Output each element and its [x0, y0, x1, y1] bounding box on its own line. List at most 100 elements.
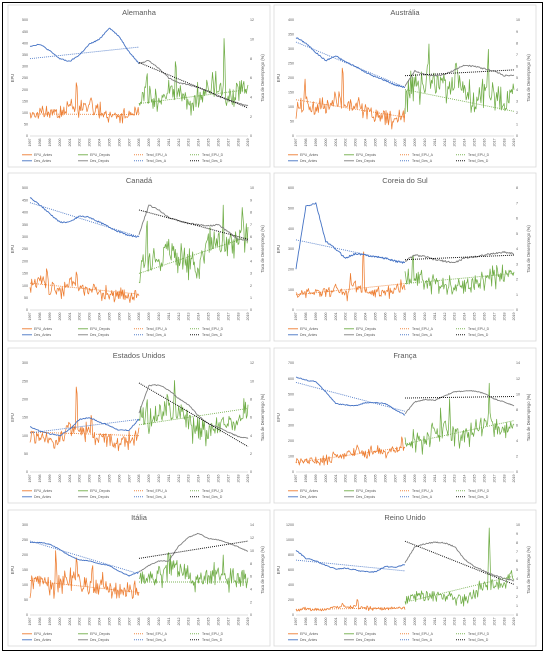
x-tick-label: 1997: [294, 475, 298, 483]
y2-tick-label: 6: [516, 65, 518, 69]
y-tick-label: 450: [22, 198, 28, 202]
trend-des-a: [295, 382, 406, 412]
y2-tick-label: 8: [516, 408, 518, 412]
x-tick-label: 2011: [433, 618, 437, 626]
legend-label: Des_Antes: [300, 495, 317, 499]
legend-label: Tend_EPU_D: [468, 327, 490, 331]
legend-label: Des_Antes: [34, 638, 51, 642]
x-tick-label: 2005: [373, 618, 377, 626]
y2-tick-label: 10: [250, 379, 254, 383]
legend-label: Des_Depois: [90, 333, 109, 337]
x-tick-label: 1998: [304, 475, 308, 483]
legend-label: Tend_Des_A: [146, 159, 167, 163]
legend-label: Tend_EPU_D: [202, 632, 224, 636]
trend-epu-a: [29, 282, 140, 295]
y-axis-label: EPU: [10, 74, 15, 83]
y-tick-label: 0: [292, 308, 294, 312]
x-tick-label: 2007: [127, 139, 131, 147]
y-tick-label: 600: [288, 186, 294, 190]
y-tick-label: 300: [22, 65, 28, 69]
y2-tick-label: 12: [250, 361, 254, 365]
x-tick-label: 2012: [443, 475, 447, 483]
x-tick-label: 2017: [226, 475, 230, 483]
y2-tick-label: 5: [516, 232, 518, 236]
trend-des-d: [404, 540, 515, 585]
legend-label: Des_Antes: [34, 333, 51, 337]
chart-title: Itália: [131, 513, 148, 522]
y2-axis-label: Taxa de Desemprego (%): [260, 393, 265, 441]
x-tick-label: 2005: [107, 139, 111, 147]
chart-title: Estados Unidos: [113, 351, 166, 360]
y-tick-label: 0: [292, 134, 294, 138]
trend-epu-a: [295, 607, 406, 610]
y2-tick-label: 10: [250, 549, 254, 553]
y2-tick-label: 8: [250, 398, 252, 402]
y-tick-label: 150: [22, 416, 28, 420]
y-tick-label: 150: [22, 568, 28, 572]
x-tick-label: 2004: [98, 313, 102, 321]
x-tick-label: 2018: [502, 138, 506, 146]
y-tick-label: 250: [22, 247, 28, 251]
y2-axis-label: Taxa de Desemprego (%): [526, 546, 531, 594]
y-tick-label: 200: [22, 259, 28, 263]
series-des-depois: [404, 541, 515, 582]
x-tick-label: 2001: [68, 618, 72, 626]
trend-epu-d: [404, 89, 515, 112]
x-tick-label: 2007: [393, 618, 397, 626]
legend-label: Tend_Des_D: [202, 159, 223, 163]
y-axis-label: EPU: [276, 74, 281, 83]
x-tick-label: 2014: [463, 475, 467, 483]
legend-label: Des_Depois: [356, 495, 375, 499]
y-axis-label: EPU: [276, 566, 281, 575]
trend-des-d: [138, 540, 249, 559]
x-tick-label: 2009: [147, 139, 151, 147]
x-tick-label: 2002: [344, 475, 348, 483]
x-tick-label: 2018: [236, 475, 240, 483]
y2-tick-label: 4: [250, 587, 252, 591]
x-tick-label: 2008: [403, 618, 407, 626]
y-tick-label: 500: [288, 392, 294, 396]
y-tick-label: 300: [288, 423, 294, 427]
trend-epu-a: [29, 431, 140, 437]
x-tick-label: 2018: [236, 618, 240, 626]
y2-tick-label: 3: [250, 272, 252, 276]
y2-tick-label: 1: [516, 123, 518, 127]
y2-tick-label: 8: [250, 211, 252, 215]
x-tick-label: 2019: [512, 139, 516, 147]
x-tick-label: 2013: [187, 475, 191, 483]
y2-tick-label: 2: [516, 111, 518, 115]
chart-panel-estados-unidos: Estados Unidos 0 50 100 150 200 250 300 0 2 4 6 8 10 1…: [7, 347, 271, 504]
panel-border: [273, 509, 537, 647]
x-tick-label: 1999: [48, 475, 52, 483]
series-des-antes: [295, 37, 406, 88]
x-tick-label: 1997: [294, 313, 298, 321]
y-tick-label: 400: [22, 211, 28, 215]
panel-border: [273, 347, 537, 504]
x-tick-label: 2018: [236, 139, 240, 147]
legend-label: EPU_Antes: [300, 327, 318, 331]
x-tick-label: 2008: [403, 313, 407, 321]
legend-label: Tend_EPU_A: [146, 489, 168, 493]
x-tick-label: 2002: [344, 139, 348, 147]
y-tick-label: 1000: [286, 538, 294, 542]
panel-border: [7, 4, 271, 168]
y2-tick-label: 14: [250, 523, 254, 527]
x-tick-label: 2004: [98, 475, 102, 483]
x-tick-label: 2006: [117, 475, 121, 483]
x-tick-label: 2011: [167, 139, 171, 147]
trend-des-a: [29, 46, 140, 60]
legend-label: Tend_EPU_D: [202, 489, 224, 493]
y2-tick-label: 9: [516, 532, 518, 536]
chart-panel-coreia-do-sul: Coreia do Sul 0 100 200 300 400 500 600 0 1 2 3 4 5 6 7…: [273, 172, 537, 342]
x-tick-label: 2009: [413, 313, 417, 321]
y2-tick-label: 10: [250, 186, 254, 190]
x-tick-label: 2002: [78, 139, 82, 147]
x-tick-label: 1998: [304, 618, 308, 626]
x-tick-label: 2016: [216, 618, 220, 626]
x-tick-label: 2001: [68, 313, 72, 321]
x-tick-label: 2016: [216, 313, 220, 321]
x-tick-label: 2011: [433, 313, 437, 321]
x-tick-label: 1999: [48, 139, 52, 147]
y2-tick-label: 12: [250, 536, 254, 540]
chart-title: Coreia do Sul: [382, 176, 428, 185]
